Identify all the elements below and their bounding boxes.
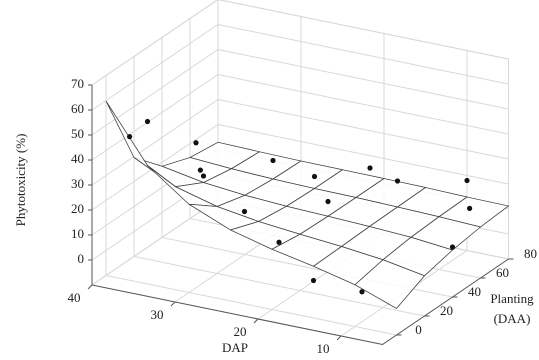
x-tick-label: 20 [234,324,247,339]
data-point [197,167,203,173]
data-point [127,134,133,140]
z-tick-label: 10 [71,226,84,241]
z-tick-label: 70 [71,76,84,91]
x-tick-label: 30 [151,307,164,322]
data-point [310,277,317,284]
data-point [359,289,365,295]
z-axis-label: Phytotoxicity (%) [13,134,28,227]
tick-mark [87,284,93,290]
y-tick-label: 0 [415,322,422,337]
y-tick-label: 80 [524,246,537,261]
data-point [144,118,151,125]
grid-line [91,48,509,136]
z-tick-label: 50 [71,126,84,141]
data-point [311,173,318,180]
data-point [464,177,470,184]
grid-line [91,23,509,111]
data-point [367,165,373,171]
data-point [270,157,276,164]
z-tick-label: 0 [78,251,85,266]
data-point [200,173,207,179]
y-axis-label: (DAA) [494,311,531,326]
y-axis-label: Planting [490,291,534,306]
grid-line [91,0,509,86]
data-point [276,239,282,245]
data-point [449,244,456,250]
y-tick-label: 20 [440,303,453,318]
z-tick-label: 60 [71,101,84,116]
y-tick-label: 60 [496,265,509,280]
x-tick-label: 10 [317,341,330,356]
tick-mark [253,318,259,324]
axis-edge [91,85,509,346]
tick-mark [170,301,176,307]
grid-line [133,56,425,317]
y-tick-label: 40 [468,284,481,299]
grid-line [105,75,397,336]
z-tick-label: 30 [71,176,84,191]
x-tick-label: 40 [68,290,81,305]
data-point [467,205,473,211]
surface-cell [354,259,426,310]
data-point [325,198,331,205]
z-tick-label: 20 [71,201,84,216]
data-point [394,178,401,184]
data-point [241,208,248,215]
grid-line [91,73,509,161]
z-tick-label: 40 [71,151,84,166]
tick-mark [336,335,342,341]
x-axis-label: DAP [222,340,248,355]
data-point [193,140,199,146]
